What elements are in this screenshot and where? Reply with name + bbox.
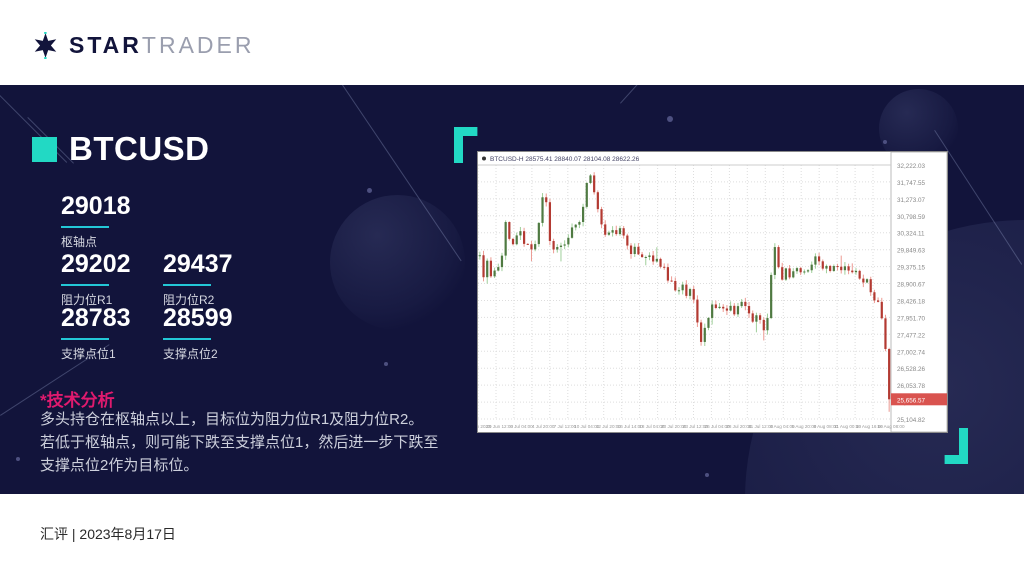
svg-text:4 Jul 20:00: 4 Jul 20:00 [532, 424, 555, 429]
svg-text:25,656.57: 25,656.57 [897, 397, 926, 404]
svg-text:27,002.74: 27,002.74 [897, 349, 926, 356]
svg-text:30,324.11: 30,324.11 [897, 231, 925, 238]
svg-text:27,477.22: 27,477.22 [897, 332, 926, 339]
svg-text:28,426.18: 28,426.18 [897, 299, 926, 306]
svg-text:3 Jul 04:00: 3 Jul 04:00 [510, 424, 533, 429]
svg-text:30,798.59: 30,798.59 [897, 214, 926, 221]
svg-text:31,273.07: 31,273.07 [897, 197, 926, 204]
svg-text:29,375.15: 29,375.15 [897, 265, 926, 272]
svg-text:31,747.55: 31,747.55 [897, 180, 926, 187]
svg-text:BTCUSD-H 28575.41 28840.07: BTCUSD-H 28575.41 28840.07 28104.08 2862… [490, 156, 640, 163]
svg-text:27,951.70: 27,951.70 [897, 315, 926, 322]
svg-text:28,900.67: 28,900.67 [897, 282, 926, 289]
svg-text:25,104.82: 25,104.82 [897, 417, 926, 424]
svg-text:26,528.26: 26,528.26 [897, 366, 926, 373]
svg-text:16 Aug 08:00: 16 Aug 08:00 [877, 424, 905, 429]
svg-text:26,053.78: 26,053.78 [897, 383, 926, 390]
svg-text:32,222.03: 32,222.03 [897, 163, 926, 170]
svg-text:7 Jul 12:00: 7 Jul 12:00 [554, 424, 577, 429]
svg-text:29,849.63: 29,849.63 [897, 248, 926, 255]
